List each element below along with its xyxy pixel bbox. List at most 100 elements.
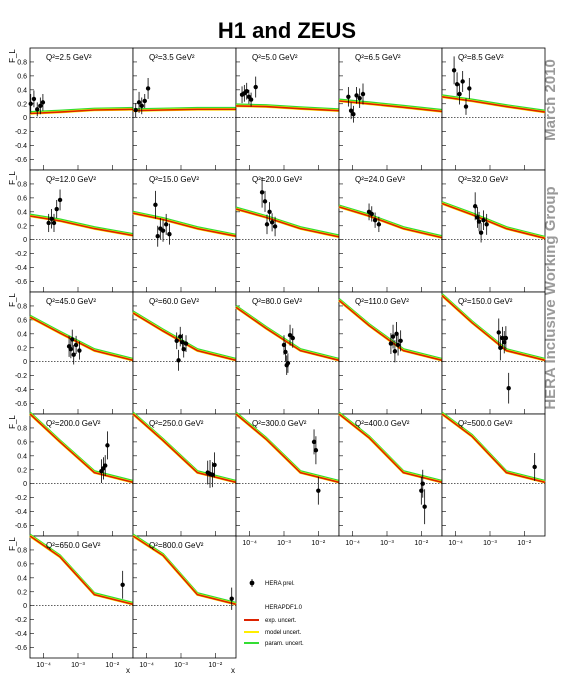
data-point bbox=[272, 224, 278, 229]
panel-frame bbox=[235, 169, 340, 293]
data-point bbox=[388, 341, 394, 346]
data-point bbox=[478, 230, 484, 235]
y-tick-label: 0 bbox=[23, 115, 27, 122]
data-point bbox=[176, 358, 181, 363]
exp-band bbox=[29, 535, 134, 606]
data-point bbox=[31, 96, 37, 102]
x-tick-label: 10⁻² bbox=[311, 540, 325, 547]
panel: -0.6 -0.4 -0.2 0 0.2 0.4 0.6 0.8F_L Q²=200.0 GeV… bbox=[8, 411, 134, 537]
legend-exp-label: exp. uncert. bbox=[265, 618, 297, 624]
x-tick-label: 10⁻⁴ bbox=[139, 662, 154, 669]
panel-label: Q²=110.0 GeV² bbox=[355, 297, 409, 306]
y-tick-label: 0.4 bbox=[17, 453, 27, 460]
y-tick-label: 0.8 bbox=[17, 547, 27, 554]
panel-label: Q²=24.0 GeV² bbox=[355, 175, 405, 184]
data-point bbox=[174, 338, 179, 343]
x-tick-label: 10⁻² bbox=[517, 540, 531, 547]
y-tick-label: -0.6 bbox=[15, 401, 27, 408]
panel-frame bbox=[338, 169, 443, 293]
data-point bbox=[313, 448, 319, 453]
data-point bbox=[183, 341, 189, 346]
x-tick-label: 10⁻⁴ bbox=[242, 540, 257, 547]
y-tick-label: 0 bbox=[23, 359, 27, 366]
panel: Q²=3.5 GeV² bbox=[132, 47, 237, 171]
legend-param-label: param. uncert. bbox=[265, 641, 304, 647]
data-point bbox=[290, 335, 295, 341]
y-tick-label: -0.6 bbox=[15, 645, 27, 652]
data-point bbox=[38, 103, 43, 109]
data-point bbox=[253, 84, 258, 90]
data-point bbox=[105, 443, 110, 448]
x-tick-label: 10⁻² bbox=[105, 662, 119, 669]
data-point bbox=[287, 333, 293, 338]
y-tick-label: 0.4 bbox=[17, 87, 27, 94]
y-tick-label: -0.4 bbox=[15, 509, 27, 516]
panel-label: Q²=6.5 GeV² bbox=[355, 53, 401, 62]
panel-label: Q²=650.0 GeV² bbox=[46, 541, 101, 550]
y-tick-label: 0.8 bbox=[17, 59, 27, 66]
panel: Q²=80.0 GeV² bbox=[235, 291, 340, 415]
data-point bbox=[181, 346, 186, 352]
data-point bbox=[395, 342, 401, 348]
panel: 10⁻⁴ 10⁻³ 10⁻² Q²=500.0 GeV² bbox=[441, 411, 546, 547]
y-tick-label: 0.8 bbox=[17, 181, 27, 188]
panel-frame bbox=[29, 535, 134, 659]
x-tick-label: 10⁻⁴ bbox=[448, 540, 463, 547]
panel: Q²=24.0 GeV² bbox=[338, 169, 443, 293]
exp-band bbox=[338, 100, 443, 113]
panel-label: Q²=150.0 GeV² bbox=[458, 297, 513, 306]
param-band bbox=[132, 210, 237, 236]
y-axis-title: F_L bbox=[8, 293, 17, 307]
panel-frame bbox=[338, 291, 443, 415]
data-point bbox=[73, 342, 79, 348]
panel-label: Q²=200.0 GeV² bbox=[46, 419, 101, 428]
panel-frame bbox=[132, 291, 237, 415]
data-point bbox=[354, 93, 359, 98]
param-band bbox=[235, 206, 340, 237]
panel-frame bbox=[338, 413, 443, 537]
data-point bbox=[472, 204, 478, 209]
data-point bbox=[70, 337, 75, 342]
panel-frame bbox=[29, 291, 134, 415]
data-point bbox=[269, 220, 275, 225]
data-point bbox=[467, 86, 472, 91]
panel: Q²=250.0 GeV² bbox=[132, 411, 237, 537]
data-point bbox=[28, 101, 33, 106]
data-point bbox=[360, 91, 366, 97]
x-tick-label: 10⁻⁴ bbox=[36, 662, 51, 669]
exp-band bbox=[132, 413, 237, 484]
panel-label: Q²=250.0 GeV² bbox=[149, 419, 204, 428]
y-tick-label: -0.4 bbox=[15, 631, 27, 638]
panel: Q²=6.5 GeV² bbox=[338, 47, 443, 171]
data-point bbox=[49, 216, 54, 221]
panel: 10⁻⁴ 10⁻³ 10⁻² Q²=800.0 GeV² bbox=[132, 533, 237, 669]
y-tick-label: -0.4 bbox=[15, 143, 27, 150]
data-point bbox=[376, 222, 382, 227]
side-label-bottom: HERA Inclusive Working Group bbox=[542, 186, 559, 409]
y-axis-title: F_L bbox=[8, 415, 17, 429]
data-point bbox=[316, 488, 321, 493]
data-point bbox=[346, 94, 351, 100]
data-point bbox=[351, 112, 356, 117]
data-point bbox=[357, 95, 362, 101]
panels-grid: -0.6-0.4-0.200.20.40.60.8F_L Q²=2.5 GeV² Q… bbox=[8, 47, 546, 669]
data-point bbox=[160, 228, 166, 233]
panel-label: Q²=60.0 GeV² bbox=[149, 297, 199, 306]
data-point bbox=[46, 220, 51, 226]
data-point bbox=[348, 108, 354, 113]
panel-label: Q²=15.0 GeV² bbox=[149, 175, 199, 184]
data-point bbox=[476, 219, 482, 224]
data-point bbox=[285, 360, 291, 366]
data-point bbox=[167, 231, 172, 237]
panel: -0.6 -0.4 -0.2 0 0.2 0.4 0.6 0.8F_L Q²=45.0 GeV² bbox=[8, 291, 134, 415]
panel-frame bbox=[235, 413, 340, 537]
x-tick-label: 10⁻² bbox=[208, 662, 222, 669]
y-tick-label: 0.6 bbox=[17, 317, 27, 324]
data-point bbox=[457, 91, 462, 97]
data-point bbox=[267, 209, 272, 215]
param-band bbox=[441, 94, 546, 112]
y-tick-label: -0.2 bbox=[15, 129, 27, 136]
data-point bbox=[481, 217, 486, 223]
data-point bbox=[502, 339, 507, 345]
data-point bbox=[451, 68, 457, 73]
